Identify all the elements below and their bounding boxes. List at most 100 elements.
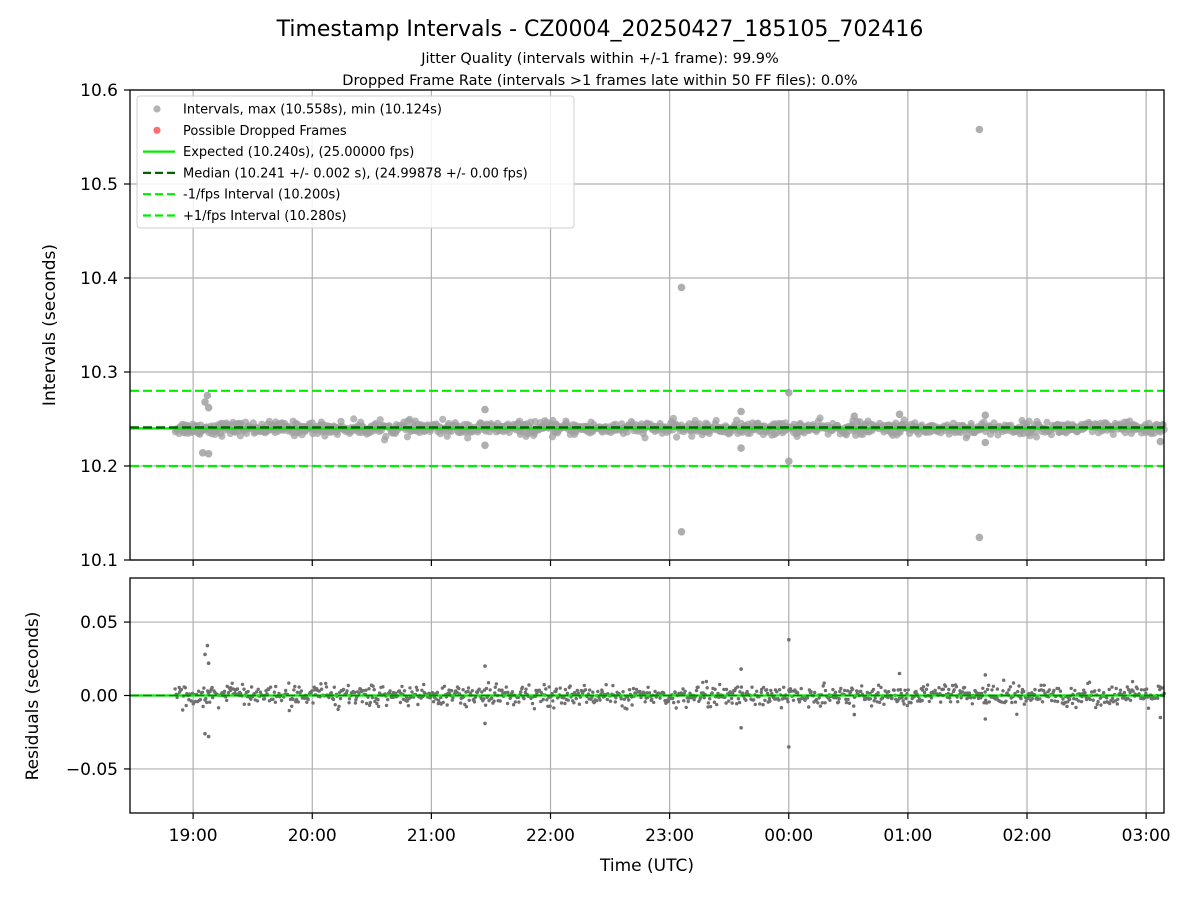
residual-point (847, 701, 852, 705)
residual-point (442, 684, 447, 688)
residual-point (434, 697, 438, 701)
residual-point (708, 705, 713, 709)
residual-point (317, 689, 321, 693)
residual-point (878, 700, 882, 705)
residual-point (704, 679, 709, 684)
residual-point (722, 687, 726, 692)
residual-point (991, 684, 996, 688)
residual-point (823, 688, 828, 693)
residual-point (906, 688, 910, 692)
residual-point (466, 689, 470, 694)
residual-point (306, 697, 310, 702)
residual-point (415, 688, 419, 692)
top-y-tick-label: 10.4 (80, 269, 118, 289)
residual-point (1125, 685, 1130, 689)
x-tick-label: 22:00 (526, 826, 575, 846)
residual-point (537, 688, 541, 692)
residual-point (1072, 697, 1076, 701)
residual-point (903, 688, 907, 692)
residual-point (701, 680, 705, 685)
residual-point (643, 700, 647, 704)
interval-outlier-point (1156, 437, 1165, 446)
residual-point (724, 687, 729, 692)
residual-point (1118, 688, 1123, 692)
residual-point (563, 701, 567, 706)
legend-entry-label: Intervals, max (10.558s), min (10.124s) (183, 103, 442, 118)
interval-outlier-point (204, 403, 213, 412)
residual-point (1007, 688, 1011, 692)
residual-point (694, 688, 699, 693)
residual-point (954, 685, 959, 689)
residual-point (729, 696, 734, 701)
residual-point (376, 698, 380, 702)
residual-point (1013, 700, 1018, 704)
residual-point (347, 701, 351, 705)
residual-point (291, 697, 295, 702)
residual-outlier-point (983, 673, 988, 677)
residual-point (408, 686, 412, 690)
residual-point (416, 702, 420, 707)
residual-point (605, 697, 609, 702)
residual-point (272, 690, 277, 694)
residual-point (591, 690, 595, 694)
residual-point (256, 687, 260, 691)
residual-point (1070, 701, 1075, 706)
interval-outlier-point (677, 528, 686, 536)
residual-point (181, 708, 185, 712)
residual-point (718, 682, 722, 687)
top-y-tick-label: 10.3 (80, 363, 118, 383)
interval-outlier-point (975, 125, 984, 134)
residual-point (574, 696, 578, 701)
top-panel-reference-lines (130, 389, 1164, 468)
residual-point (353, 701, 358, 705)
residual-outlier-point (205, 643, 210, 648)
residual-outlier-point (852, 712, 857, 717)
residual-point (1004, 699, 1008, 703)
top-panel-frame (129, 89, 1165, 561)
residual-point (1056, 686, 1061, 691)
x-tick-label: 00:00 (764, 826, 813, 846)
bottom-y-tick-label: −0.05 (66, 760, 118, 780)
residual-point (631, 686, 636, 691)
residual-point (296, 700, 300, 704)
residual-point (785, 697, 789, 701)
residual-point (984, 701, 989, 705)
residual-point (201, 704, 205, 709)
bottom-y-tick-label: 0.05 (80, 613, 118, 633)
residual-point (563, 687, 568, 692)
residual-point (1108, 701, 1112, 706)
residual-point (352, 690, 357, 695)
residual-point (511, 703, 516, 707)
residual-point (900, 696, 904, 700)
residual-outlier-point (483, 721, 487, 726)
residual-point (551, 699, 555, 703)
residual-point (1096, 699, 1100, 704)
residual-point (658, 696, 662, 700)
residual-point (683, 689, 687, 693)
residual-point (287, 681, 291, 685)
residual-point (1093, 689, 1097, 693)
residual-point (1022, 689, 1026, 694)
residual-point (622, 697, 626, 701)
residual-point (922, 690, 927, 695)
residual-point (777, 688, 782, 692)
top-y-tick-label: 10.6 (80, 81, 118, 101)
residual-point (310, 689, 314, 693)
residual-point (233, 691, 237, 695)
residual-point (279, 698, 284, 703)
x-tick-label: 20:00 (288, 826, 337, 846)
residual-point (1053, 699, 1057, 703)
residual-point (189, 699, 193, 703)
residual-point (527, 683, 531, 687)
residual-point (493, 685, 497, 689)
residual-point (752, 698, 756, 702)
interval-point (712, 416, 720, 425)
residual-point (249, 685, 254, 689)
bottom-panel-y-ticks: 0.05 0.00 −0.05 (66, 613, 130, 780)
residual-point (625, 707, 629, 711)
residual-point (741, 691, 745, 695)
residual-point (410, 690, 414, 694)
residual-point (1055, 699, 1060, 704)
residual-point (838, 689, 842, 694)
